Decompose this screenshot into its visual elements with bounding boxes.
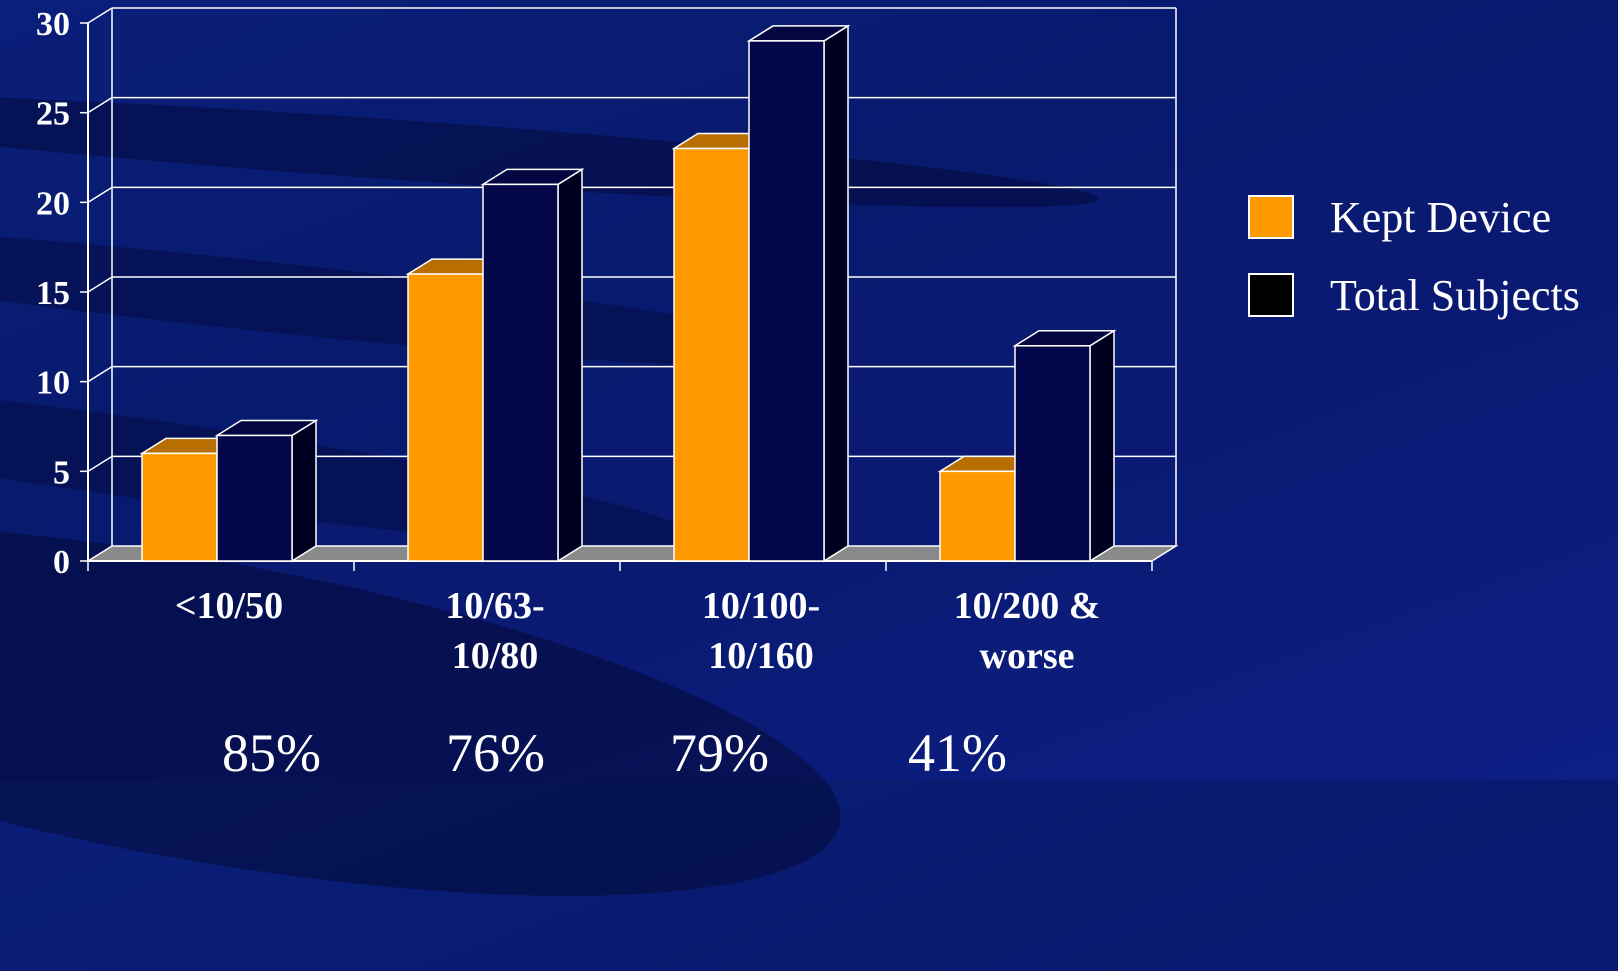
bar-side <box>558 169 582 561</box>
bar-front <box>674 149 749 561</box>
legend-label: Total Subjects <box>1330 270 1580 321</box>
x-category-label: 10/160 <box>708 635 814 677</box>
legend-swatch-total-subjects <box>1248 273 1294 317</box>
percentage-label: 76% <box>446 722 545 784</box>
bar-front <box>142 453 217 561</box>
legend-label: Kept Device <box>1330 192 1551 243</box>
bar <box>483 169 582 561</box>
bar-front <box>749 41 824 561</box>
bar-front <box>483 184 558 561</box>
bar <box>749 26 848 561</box>
bar-front <box>1015 346 1090 561</box>
gridline-side <box>88 98 112 113</box>
gridline-side <box>88 367 112 382</box>
bar-front <box>940 471 1015 561</box>
bar-chart: 0 5 10 15 20 25 30 <10/50 10/63- 10/80 10/100- 10/1… <box>0 0 1618 780</box>
chart-legend: Kept Device Total Subjects <box>1248 178 1580 334</box>
bar-front <box>217 435 292 561</box>
bar-side <box>292 420 316 561</box>
gridline-side <box>88 187 112 202</box>
x-category-label: 10/80 <box>452 635 539 677</box>
y-tick-label: 0 <box>53 544 70 581</box>
x-category-label: 10/200 & <box>954 585 1101 627</box>
bar-front <box>408 274 483 561</box>
legend-item-total-subjects: Total Subjects <box>1248 256 1580 334</box>
x-category-label: 10/63- <box>445 585 544 627</box>
gridline-side <box>88 456 112 471</box>
x-category-label: <10/50 <box>175 585 283 627</box>
percentage-label: 41% <box>908 722 1007 784</box>
gridline-side <box>88 277 112 292</box>
chart-grid <box>88 8 1176 471</box>
bar-side <box>1090 331 1114 561</box>
y-tick-label: 20 <box>36 185 70 222</box>
y-tick-label: 30 <box>36 6 70 43</box>
x-category-label: 10/100- <box>702 585 820 627</box>
x-category-label: worse <box>980 635 1075 677</box>
bar-side <box>824 26 848 561</box>
y-tick-label: 15 <box>36 275 70 312</box>
y-tick-label: 10 <box>36 365 70 402</box>
bar <box>217 420 316 561</box>
percentage-label: 79% <box>670 722 769 784</box>
gridline-side <box>88 8 112 23</box>
y-tick-label: 25 <box>36 96 70 133</box>
legend-swatch-kept-device <box>1248 195 1294 239</box>
percentage-label: 85% <box>222 722 321 784</box>
legend-item-kept-device: Kept Device <box>1248 178 1580 256</box>
bar <box>1015 331 1114 561</box>
y-tick-label: 5 <box>53 454 70 491</box>
chart-bars <box>142 26 1114 561</box>
